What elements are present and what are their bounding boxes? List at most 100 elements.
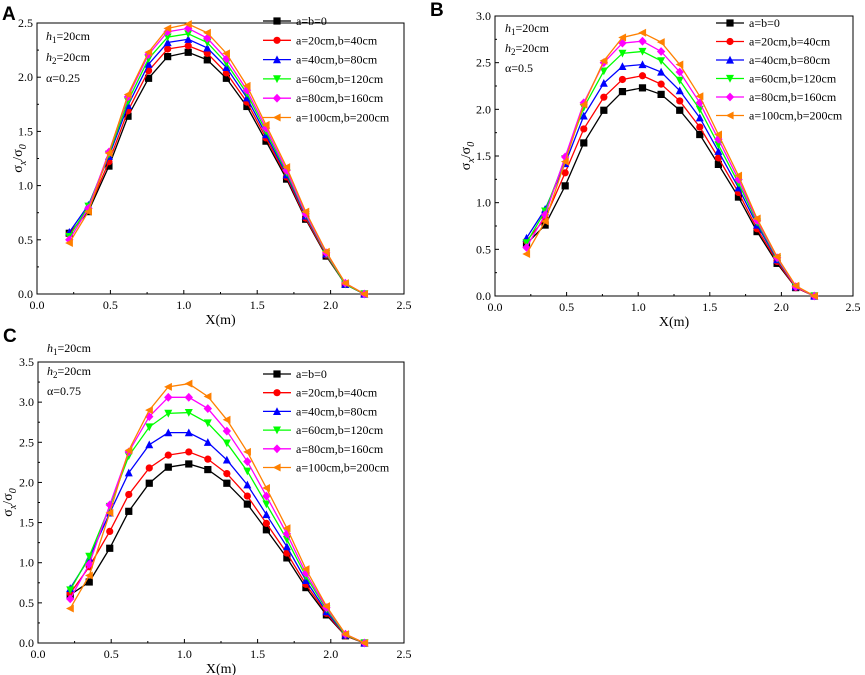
data-point bbox=[164, 451, 172, 459]
data-point bbox=[163, 38, 172, 47]
y-tick-label: 1.5 bbox=[18, 124, 33, 138]
annotation-h1: h1=20cm bbox=[47, 341, 92, 357]
data-point bbox=[145, 423, 154, 432]
annotation-alpha: α=0.5 bbox=[505, 61, 533, 75]
y-label-sigma: σ bbox=[11, 165, 26, 173]
data-point bbox=[222, 415, 231, 424]
data-point bbox=[66, 604, 74, 613]
x-tick-label: 1.0 bbox=[631, 300, 646, 314]
annotation-h2: h2=20cm bbox=[505, 41, 550, 57]
data-point bbox=[184, 428, 193, 437]
data-point bbox=[600, 106, 608, 114]
data-point bbox=[657, 80, 665, 88]
annotation-sub: 2 bbox=[53, 370, 58, 380]
data-point bbox=[184, 408, 193, 417]
legend: a=b=0 a=20cm,b=40cm a=40cm,b=80cm a=60cm,b=… bbox=[263, 14, 390, 125]
annotation-value: =20cm bbox=[57, 29, 91, 43]
data-point bbox=[145, 440, 154, 449]
y-tick-label: 0.0 bbox=[19, 636, 34, 650]
legend-label: a=60cm,b=120cm bbox=[296, 423, 384, 437]
y-tick-label: 1.5 bbox=[476, 149, 491, 163]
x-tick-label: 1.5 bbox=[250, 647, 265, 661]
data-point bbox=[223, 469, 231, 478]
x-tick-label: 1.0 bbox=[176, 298, 191, 312]
legend-marker bbox=[272, 93, 282, 103]
legend-label: a=20cm,b=40cm bbox=[749, 35, 831, 49]
legend-label: a=40cm,b=80cm bbox=[749, 53, 831, 67]
x-tick-label: 0.0 bbox=[31, 647, 46, 661]
y-tick-label: 1.0 bbox=[18, 179, 33, 193]
data-point bbox=[243, 480, 252, 489]
data-point bbox=[580, 139, 588, 147]
data-point bbox=[541, 221, 549, 229]
data-point bbox=[203, 28, 211, 37]
data-point bbox=[714, 130, 722, 139]
data-point bbox=[696, 130, 704, 139]
y-label-sigma: σ bbox=[1, 509, 16, 517]
y-tick-label: 0.5 bbox=[19, 596, 34, 610]
x-tick-label: 2.5 bbox=[846, 300, 861, 314]
data-point bbox=[85, 578, 93, 586]
data-point bbox=[222, 74, 230, 82]
data-point bbox=[124, 446, 133, 455]
data-point bbox=[810, 292, 818, 300]
x-tick-label: 0.0 bbox=[30, 298, 45, 312]
legend-marker bbox=[726, 19, 734, 27]
data-point bbox=[561, 169, 569, 177]
y-tick-label: 3.5 bbox=[19, 355, 34, 369]
y-tick-label: 0.5 bbox=[18, 233, 33, 247]
legend-label: a=20cm,b=40cm bbox=[296, 33, 378, 47]
data-point bbox=[522, 250, 531, 258]
series-line bbox=[526, 75, 815, 297]
x-tick-label: 0.0 bbox=[488, 300, 503, 314]
annotation-var: h bbox=[47, 341, 53, 355]
annotation-value: =20cm bbox=[58, 341, 92, 355]
data-point bbox=[282, 163, 291, 172]
data-point bbox=[125, 507, 133, 515]
legend-label: a=80cm,b=160cm bbox=[749, 90, 837, 104]
data-point bbox=[164, 382, 172, 391]
data-point bbox=[163, 24, 172, 33]
y-tick-label: 2.0 bbox=[19, 475, 34, 489]
data-point bbox=[85, 552, 94, 561]
y-label-sub-x: x bbox=[8, 504, 19, 510]
data-point bbox=[638, 60, 647, 69]
legend-label: a=b=0 bbox=[749, 16, 780, 30]
x-tick-label: 1.5 bbox=[702, 300, 717, 314]
legend-marker bbox=[273, 407, 281, 415]
annotation-sub: 1 bbox=[511, 27, 516, 37]
x-tick-label: 2.0 bbox=[323, 298, 338, 312]
data-point bbox=[301, 207, 310, 216]
data-point bbox=[243, 500, 251, 508]
legend-label: a=b=0 bbox=[296, 367, 327, 381]
data-point bbox=[261, 120, 270, 129]
data-point bbox=[243, 102, 251, 111]
data-point bbox=[105, 508, 114, 517]
y-tick-label: 1.0 bbox=[19, 556, 34, 570]
data-point bbox=[106, 544, 114, 552]
series-line bbox=[525, 63, 815, 297]
data-point bbox=[360, 290, 368, 298]
data-point bbox=[104, 149, 113, 158]
data-point bbox=[262, 519, 270, 527]
data-point bbox=[66, 586, 75, 595]
legend-label: a=40cm,b=80cm bbox=[296, 404, 378, 418]
annotation-var: h bbox=[505, 21, 511, 35]
series-5 bbox=[65, 20, 368, 298]
x-axis-label: X(m) bbox=[205, 313, 236, 328]
series-line bbox=[525, 50, 815, 297]
annotation-var: h bbox=[505, 41, 511, 55]
data-point bbox=[283, 549, 291, 557]
data-point bbox=[600, 93, 608, 101]
data-point bbox=[657, 67, 666, 76]
data-point bbox=[322, 602, 331, 611]
chart-panel-a: A 0.0 0.5 1.0 1.5 2.0 2.5 0.0 0.5 1.0 1.5 2.0 2.5 X(m… bbox=[2, 4, 412, 328]
x-tick-label: 0.5 bbox=[559, 300, 574, 314]
data-point bbox=[105, 162, 113, 170]
data-point bbox=[262, 491, 271, 501]
data-point bbox=[638, 47, 647, 56]
data-point bbox=[243, 492, 251, 500]
legend-marker bbox=[273, 36, 281, 44]
data-point bbox=[84, 203, 93, 213]
x-tick-label: 1.0 bbox=[177, 647, 192, 661]
